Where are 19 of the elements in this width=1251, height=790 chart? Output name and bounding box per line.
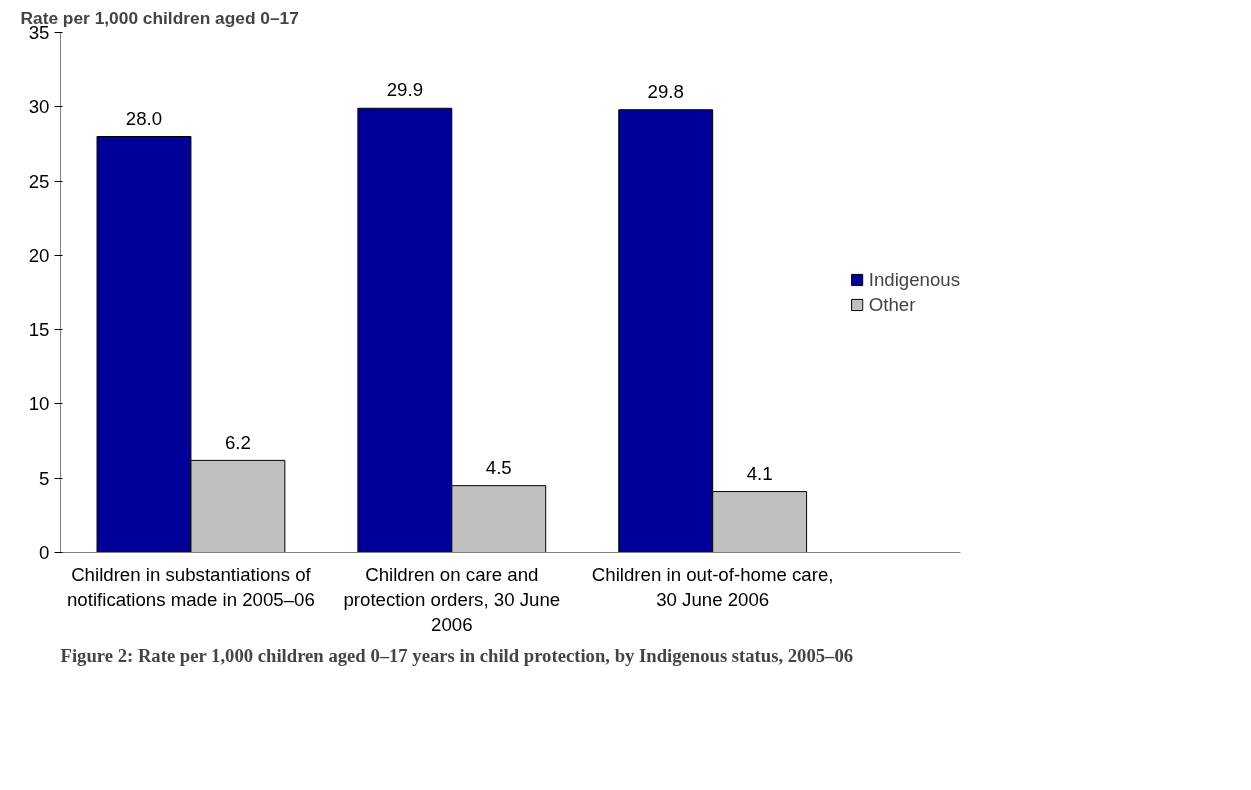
data-label: 29.8	[647, 80, 684, 102]
x-tick-label: Children on care and protection orders, 30 June 2006	[343, 563, 561, 635]
y-tick-label: 25	[28, 170, 50, 192]
legend-label: Indigenous	[868, 268, 960, 291]
data-label: 4.5	[485, 456, 512, 478]
data-label: 28.0	[125, 107, 163, 129]
y-tick-label: 15	[28, 319, 50, 341]
caption: Figure 2: Rate per 1,000 children aged 0–17 years in child protection, by Indigenous status, 2005–06	[60, 644, 854, 666]
data-label: 4.1	[746, 462, 773, 484]
y-tick-label: 0	[39, 542, 50, 563]
data-label: 6.2	[224, 431, 251, 453]
y-tick-label: 20	[28, 244, 50, 266]
x-tick-label: Children in out-of-home care, 30 June 2006	[591, 563, 834, 610]
data-label: 29.9	[386, 79, 424, 101]
x-tick-label: Children in substantiations of notifications made in 2005–06	[66, 563, 315, 610]
y-tick-label: 30	[28, 96, 50, 118]
y-tick-label: 5	[39, 467, 50, 489]
y-tick-label: 10	[28, 393, 50, 415]
legend-label: Other	[868, 293, 916, 316]
